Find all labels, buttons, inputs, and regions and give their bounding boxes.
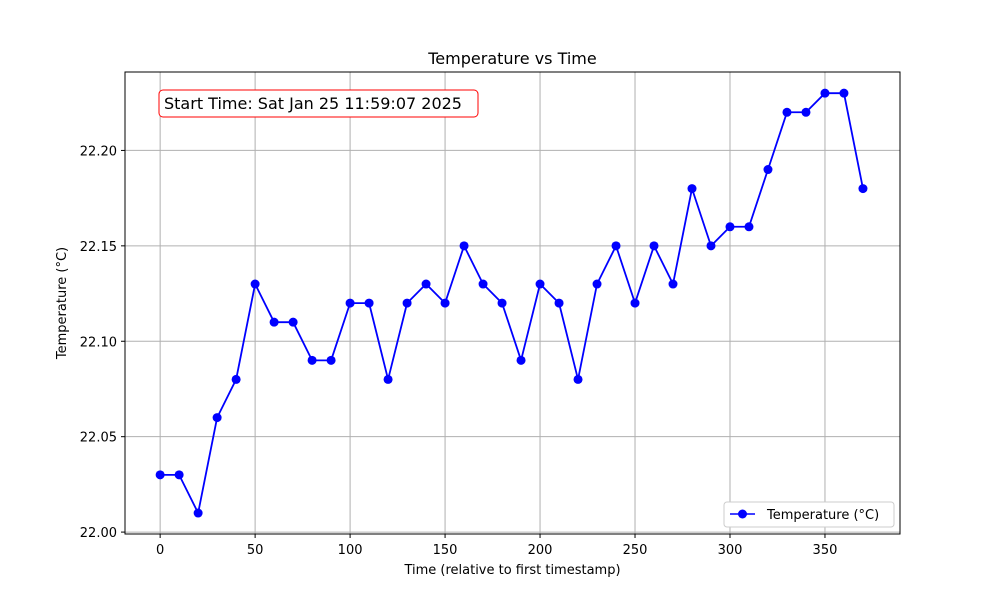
legend: Temperature (°C) [723, 501, 895, 528]
annotation-text: Start Time: Sat Jan 25 11:59:07 2025 [164, 94, 462, 113]
y-tick-label: 22.10 [80, 335, 117, 350]
data-point [174, 470, 184, 480]
legend-label: Temperature (°C) [766, 508, 879, 523]
data-point [497, 298, 507, 308]
data-point [592, 279, 602, 289]
data-point [345, 298, 355, 308]
x-tick-label: 50 [247, 543, 264, 558]
y-tick-label: 22.00 [80, 526, 117, 541]
start-time-annotation: Start Time: Sat Jan 25 11:59:07 2025 [158, 89, 479, 118]
data-point [630, 298, 640, 308]
data-point [326, 355, 336, 365]
data-point [858, 184, 868, 194]
data-point [839, 88, 849, 98]
data-point [820, 88, 830, 98]
x-tick-label: 250 [623, 543, 648, 558]
data-point [801, 107, 811, 117]
plot-area-frame [124, 71, 901, 535]
x-tick-label: 200 [528, 543, 553, 558]
x-tick-label: 0 [156, 543, 164, 558]
data-point [478, 279, 488, 289]
data-point [231, 374, 241, 384]
data-point [611, 241, 621, 251]
legend-point-marker [738, 509, 747, 519]
y-tick-label: 22.15 [80, 240, 117, 255]
legend-box [723, 501, 895, 528]
data-point [307, 355, 317, 365]
data-point [763, 165, 773, 175]
data-point [516, 355, 526, 365]
data-point [573, 374, 583, 384]
x-tick-label: 350 [813, 543, 838, 558]
data-point [440, 298, 450, 308]
data-point [706, 241, 716, 251]
data-point [193, 508, 203, 518]
chart-title: Temperature vs Time [427, 49, 596, 68]
data-point [687, 184, 697, 194]
data-point [364, 298, 374, 308]
data-point [554, 298, 564, 308]
data-point [402, 298, 412, 308]
x-tick-label: 100 [338, 543, 363, 558]
data-point [250, 279, 260, 289]
annotation-box [158, 89, 479, 118]
data-point [535, 279, 545, 289]
data-point [744, 222, 754, 232]
data-point [288, 317, 298, 327]
data-point [649, 241, 659, 251]
y-axis-label: Temperature (°C) [55, 247, 70, 360]
data-point [459, 241, 469, 251]
data-point [782, 107, 792, 117]
x-axis-label: Time (relative to first timestamp) [403, 563, 620, 578]
series-layer [155, 88, 868, 518]
data-point [668, 279, 678, 289]
y-tick-label: 22.20 [80, 144, 117, 159]
data-point [383, 374, 393, 384]
data-point [155, 470, 165, 480]
data-point [421, 279, 431, 289]
axis-ticks: 0 50 100 150 200 250 300 350 22.00 22.05 22.10 22.1… [80, 144, 838, 558]
data-point [725, 222, 735, 232]
data-point [269, 317, 279, 327]
x-tick-label: 150 [433, 543, 458, 558]
data-point [212, 413, 222, 423]
y-tick-label: 22.05 [80, 431, 117, 446]
x-tick-label: 300 [718, 543, 743, 558]
